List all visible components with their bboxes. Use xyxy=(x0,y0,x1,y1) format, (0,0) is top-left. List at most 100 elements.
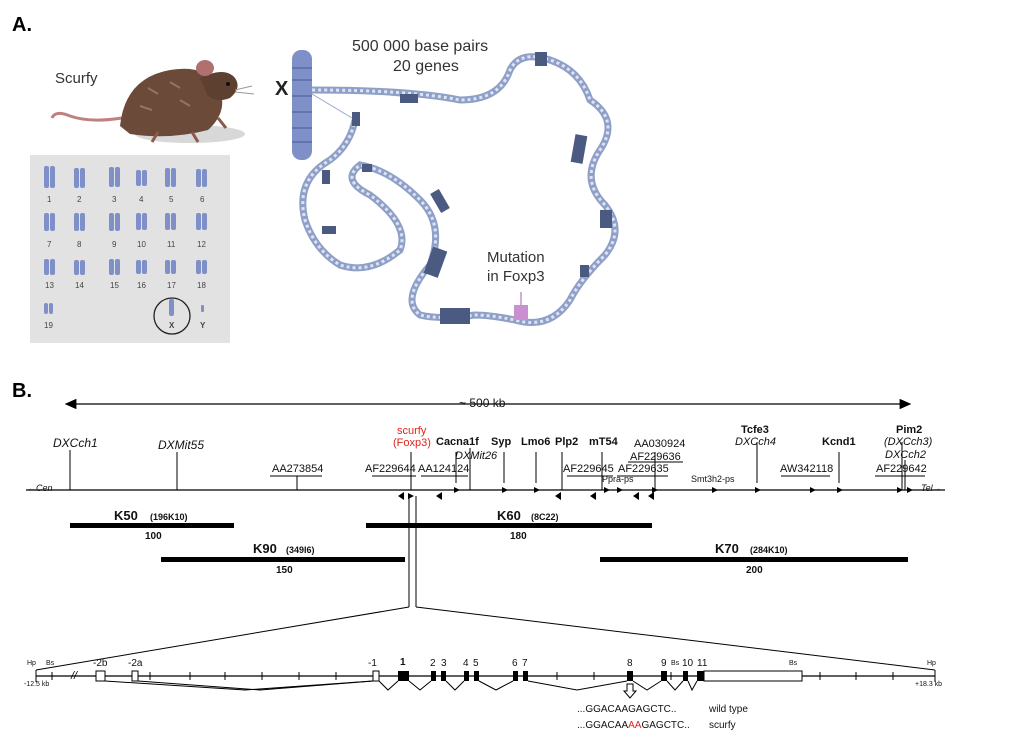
marker-dxmit26: DXMit26 xyxy=(455,450,498,462)
marker-aa273854: AA273854 xyxy=(272,463,324,475)
chr-label-11: 11 xyxy=(167,240,176,249)
exon-label-11: 11 xyxy=(697,658,708,669)
exon-label-6: 6 xyxy=(512,658,518,669)
scurfy-sequence: ...GGACAAAAGAGCTC.. xyxy=(577,720,690,731)
svg-text://: // xyxy=(70,670,78,682)
marker-dxcch3: (DXCch3) xyxy=(884,436,933,448)
marker-lmo6: Lmo6 xyxy=(521,436,551,448)
mutation-gene-label: in Foxp3 xyxy=(487,268,545,285)
chr-label-6: 6 xyxy=(200,195,205,204)
marker-aw342118: AW342118 xyxy=(780,463,834,475)
marker-dxcch1: DXCch1 xyxy=(53,436,98,450)
clone-k70-size: 200 xyxy=(746,565,763,576)
marker-kcnd1: Kcnd1 xyxy=(822,436,856,448)
chr-label-15: 15 xyxy=(110,281,119,290)
marker-mt54: mT54 xyxy=(589,436,618,448)
clone-k60-size: 180 xyxy=(510,531,527,542)
marker-dxmit55: DXMit55 xyxy=(158,438,205,452)
clone-k70-id: (284K10) xyxy=(750,545,788,555)
gene-bs-left: Bs xyxy=(46,660,55,667)
span-label: ~ 500 kb xyxy=(459,396,506,410)
base-pairs-label: 500 000 base pairs xyxy=(352,38,489,55)
karyotype-panel: 1 2 3 4 5 6 7 8 9 10 11 12 13 14 15 16 1… xyxy=(30,155,230,343)
clone-k90-id: (349I6) xyxy=(286,545,315,555)
telomere-label: Tel→ xyxy=(921,483,942,493)
clone-k50-size: 100 xyxy=(145,531,162,542)
chr-label-1: 1 xyxy=(47,195,52,204)
chr-label-5: 5 xyxy=(169,195,174,204)
genomic-map-diagram: // xyxy=(26,398,945,699)
chr-label-17: 17 xyxy=(167,281,176,290)
marker-ppra-ps: Ppra-ps xyxy=(602,474,634,484)
clone-k60-name: K60 xyxy=(497,508,521,523)
clone-k50-id: (196K10) xyxy=(150,512,188,522)
exon8-mutation-arrow-icon xyxy=(622,683,638,699)
gene-bs-right: Bs xyxy=(789,660,798,667)
marker-syp: Syp xyxy=(491,436,512,448)
mutation-label: Mutation xyxy=(487,249,545,266)
chr-label-13: 13 xyxy=(45,281,54,290)
chr-label-10: 10 xyxy=(137,240,146,249)
marker-af229642: AF229642 xyxy=(876,463,927,475)
scurfy-seq-prefix: ...GGACAA xyxy=(577,720,629,731)
chr-label-19: 19 xyxy=(44,321,53,330)
gene-left-kb: -12.5 kb xyxy=(24,681,50,688)
marker-af229644: AF229644 xyxy=(365,463,416,475)
wild-type-label: wild type xyxy=(709,704,748,715)
x-chromosome-icon xyxy=(292,50,312,160)
wild-type-sequence: ...GGACAAGAGCTC.. xyxy=(577,704,677,715)
clone-k70-name: K70 xyxy=(715,541,739,556)
clone-bar-k60 xyxy=(366,523,652,528)
chr-label-3: 3 xyxy=(112,195,117,204)
marker-pim2: Pim2 xyxy=(896,424,923,436)
dna-loop-diagram xyxy=(292,50,619,326)
exon-label-8: 8 xyxy=(627,658,633,669)
exon-label-m2a: -2a xyxy=(128,658,143,669)
karyotype-chromosomes xyxy=(44,166,207,335)
genes-count-label: 20 genes xyxy=(393,58,459,75)
marker-dxcch4: DXCch4 xyxy=(735,436,776,448)
gene-bs-mid: Bs xyxy=(671,660,680,667)
gene-hp-left: Hp xyxy=(27,660,36,667)
panel-a-label: A. xyxy=(12,14,32,36)
panel-b-label: B. xyxy=(12,380,32,402)
clone-bar-k90 xyxy=(161,557,405,562)
marker-tcfe3: Tcfe3 xyxy=(741,424,769,436)
scurfy-seq-label: scurfy xyxy=(709,720,736,731)
clone-bar-k50 xyxy=(70,523,234,528)
scurfy-mouse-illustration xyxy=(50,60,255,143)
clone-k60-id: (8C22) xyxy=(531,512,559,522)
exon-label-1: 1 xyxy=(400,657,406,668)
scurfy-seq-suffix: GAGCTC.. xyxy=(641,720,690,731)
chr-label-x: X xyxy=(169,321,175,330)
exon-label-10: 10 xyxy=(682,658,694,669)
exon-label-2: 2 xyxy=(430,658,436,669)
chr-label-9: 9 xyxy=(112,240,117,249)
marker-af229645: AF229645 xyxy=(563,463,614,475)
marker-foxp3: (Foxp3) xyxy=(393,437,431,449)
chr-label-12: 12 xyxy=(197,240,206,249)
chr-label-7: 7 xyxy=(47,240,52,249)
exon-label-m2b: -2b xyxy=(93,658,108,669)
chr-label-16: 16 xyxy=(137,281,146,290)
foxp3-mutation-marker xyxy=(514,305,528,320)
centromere-label: ←Cen xyxy=(27,483,53,493)
marker-af229636: AF229636 xyxy=(630,451,681,463)
marker-cacna1f: Cacna1f xyxy=(436,436,479,448)
exon-label-4: 4 xyxy=(463,658,469,669)
exon-label-9: 9 xyxy=(661,658,667,669)
clone-bar-k70 xyxy=(600,557,908,562)
exon-label-m1: -1 xyxy=(368,658,377,669)
chr-label-4: 4 xyxy=(139,195,144,204)
chr-label-y: Y xyxy=(200,321,206,330)
x-chromosome-label: X xyxy=(275,78,289,100)
marker-aa124124: AA124124 xyxy=(418,463,470,475)
scurfy-mouse-label: Scurfy xyxy=(55,70,98,87)
chr-label-8: 8 xyxy=(77,240,82,249)
gene-right-kb: +18.3 kb xyxy=(915,681,943,688)
marker-dxcch2: DXCch2 xyxy=(885,449,926,461)
marker-plp2: Plp2 xyxy=(555,436,579,448)
scurfy-seq-insertion: AA xyxy=(628,720,642,731)
chr-label-18: 18 xyxy=(197,281,206,290)
marker-smt3h2-ps: Smt3h2-ps xyxy=(691,474,735,484)
